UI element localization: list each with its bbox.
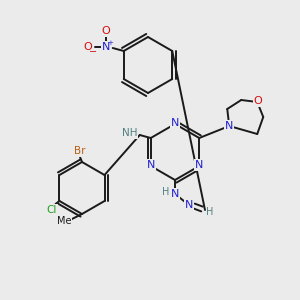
Text: N: N: [225, 121, 233, 131]
Text: N: N: [102, 42, 110, 52]
Text: N: N: [195, 160, 203, 170]
Text: H: H: [162, 187, 170, 197]
Text: Br: Br: [74, 146, 86, 156]
Text: H: H: [206, 207, 214, 217]
Text: N: N: [171, 118, 179, 128]
Text: O: O: [254, 96, 262, 106]
Text: Cl: Cl: [46, 205, 57, 215]
Text: N: N: [185, 200, 193, 210]
Text: Me: Me: [57, 216, 71, 226]
Text: O: O: [101, 26, 110, 36]
Text: N: N: [171, 189, 179, 199]
Text: −: −: [89, 47, 97, 57]
Text: NH: NH: [122, 128, 137, 138]
Text: +: +: [107, 40, 113, 46]
Text: N: N: [147, 160, 155, 170]
Text: O: O: [83, 42, 92, 52]
